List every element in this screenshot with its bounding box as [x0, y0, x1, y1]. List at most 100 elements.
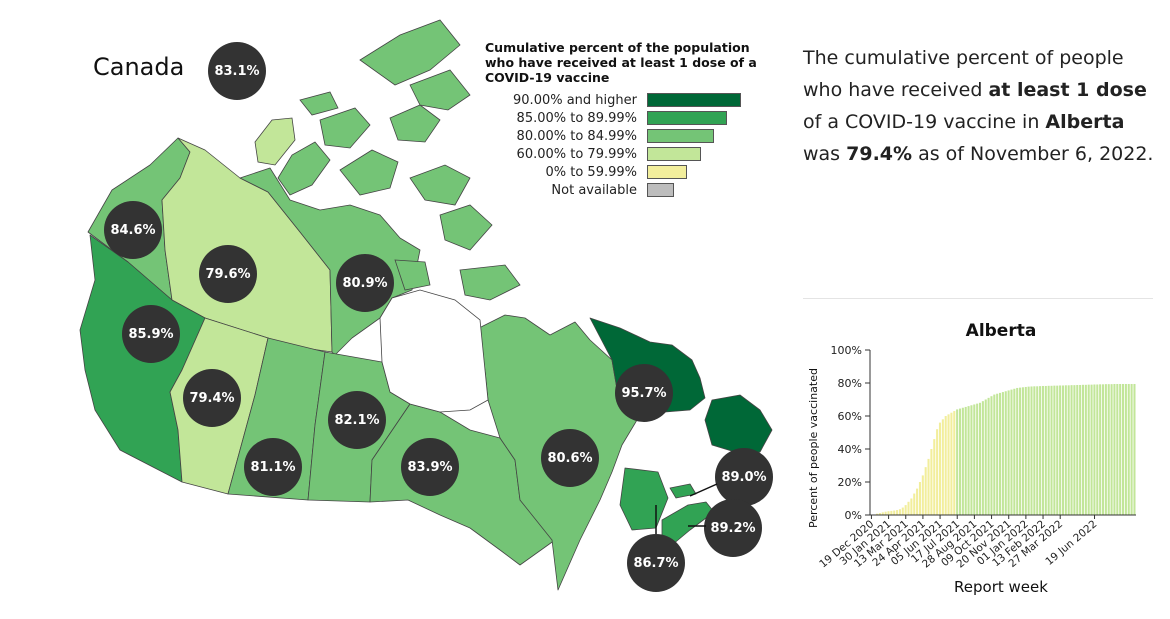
summary-bold: at least 1 dose [988, 79, 1147, 101]
chart-title: Alberta [966, 321, 1037, 341]
y-tick-label: 60% [838, 410, 862, 423]
chart-ylabel: Percent of people vaccinated [807, 368, 820, 528]
value-bubble-sk: 81.1% [244, 438, 302, 496]
legend-item: 0% to 59.99% [485, 163, 775, 181]
chart-bar [1107, 384, 1110, 515]
summary-bold: Alberta [1045, 111, 1125, 133]
value-bubble-nu: 80.9% [336, 254, 394, 312]
chart-bar [1050, 385, 1053, 515]
chart-bar [958, 408, 962, 515]
chart-bar [1030, 386, 1033, 515]
legend-swatch [647, 147, 701, 161]
chart-bar [1104, 384, 1107, 515]
summary-part: of a COVID-19 vaccine in [803, 111, 1046, 133]
chart-bar [956, 409, 959, 515]
chart-bar [1001, 392, 1004, 515]
chart-bar [930, 449, 933, 515]
chart-bar [1099, 384, 1102, 515]
legend-label: 0% to 59.99% [545, 164, 637, 180]
chart-bar [1130, 383, 1133, 515]
summary-part: was [803, 143, 847, 165]
chart-bar [1093, 384, 1096, 515]
chart-bar [1007, 390, 1010, 515]
legend-swatch [647, 183, 674, 197]
legend-swatch [647, 93, 741, 107]
chart-bar [901, 507, 904, 515]
chart-bar [1073, 385, 1076, 515]
chart-bar [1081, 384, 1085, 515]
chart-bar [896, 510, 899, 515]
chart-bar [890, 510, 893, 515]
legend-item: 90.00% and higher [485, 91, 775, 109]
value-bubble-bc: 85.9% [122, 305, 180, 363]
chart-bar [970, 405, 973, 515]
y-tick-label: 20% [838, 476, 862, 489]
chart-bar [921, 475, 924, 515]
chart-bar [1070, 385, 1073, 515]
legend-item: Not available [485, 181, 775, 199]
value-bubble-pe: 89.0% [715, 448, 773, 506]
chart-bar [1056, 385, 1059, 515]
chart-bar [1076, 384, 1079, 515]
chart-bar [964, 406, 967, 515]
chart-xlabel: Report week [954, 578, 1048, 596]
chart-bar [1059, 385, 1062, 515]
summary-bold: 79.4% [846, 143, 913, 165]
country-label: Canada [93, 53, 185, 81]
chart-bar [1087, 384, 1090, 515]
chart-bar [887, 511, 890, 515]
chart-bar [1067, 385, 1070, 515]
y-tick-label: 80% [838, 377, 862, 390]
chart-bar [1127, 383, 1130, 515]
legend-label: 60.00% to 79.99% [516, 146, 637, 162]
y-tick-label: 100% [831, 344, 862, 357]
chart-bar [950, 412, 953, 515]
chart-bar [1116, 383, 1119, 515]
legend-item: 80.00% to 84.99% [485, 127, 775, 145]
chart-bar [996, 393, 999, 515]
value-bubble-on: 83.9% [401, 438, 459, 496]
value-bubble-ab: 79.4% [183, 369, 241, 427]
nwt-islands [254, 117, 296, 166]
legend-label: Not available [551, 182, 637, 198]
arctic-islands [277, 19, 521, 301]
chart-bar [884, 511, 887, 515]
legend-swatch [647, 165, 687, 179]
chart-bar [961, 407, 964, 515]
legend-title: Cumulative percent of the population who… [485, 40, 757, 85]
chart-bar [918, 482, 921, 515]
leader-lines [655, 483, 718, 534]
chart-bar [1019, 387, 1022, 515]
alberta-chart: Alberta Percent of people vaccinated Rep… [807, 321, 1136, 596]
chart-bar [1133, 383, 1136, 515]
legend-label: 90.00% and higher [513, 92, 637, 108]
chart-bar [990, 396, 993, 515]
chart-bar [1013, 388, 1016, 515]
y-tick-label: 0% [845, 509, 862, 522]
chart-bar [967, 406, 970, 515]
value-bubble-nb: 86.7% [627, 534, 685, 592]
chart-bar [1024, 386, 1027, 515]
chart-bar [1036, 386, 1039, 515]
value-bubble-nl: 95.7% [615, 364, 673, 422]
legend-item: 60.00% to 79.99% [485, 145, 775, 163]
chart-bar [1061, 385, 1064, 515]
chart-bar [1044, 385, 1047, 515]
chart-bar [1110, 384, 1113, 515]
country-value-bubble: 83.1% [208, 42, 266, 100]
value-bubble-yt: 84.6% [104, 201, 162, 259]
value-bubble-ns: 89.2% [704, 499, 762, 557]
chart-bar [910, 498, 913, 515]
chart-bar [1027, 386, 1030, 515]
chart-bar [927, 458, 930, 515]
chart-bar [1016, 387, 1019, 515]
legend-label: 85.00% to 89.99% [516, 110, 637, 126]
chart-bar [1010, 389, 1013, 515]
chart-bar [978, 402, 982, 515]
chart-bar [876, 513, 879, 515]
chart-bar [907, 501, 910, 515]
chart-bar [993, 394, 996, 515]
chart-bar [1004, 391, 1007, 515]
chart-bar [933, 439, 936, 515]
chart-bar [953, 411, 956, 515]
